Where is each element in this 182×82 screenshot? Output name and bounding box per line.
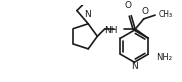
Text: N: N <box>131 62 138 71</box>
Text: NH: NH <box>104 26 118 35</box>
Text: O: O <box>125 1 132 10</box>
Text: O: O <box>141 7 148 16</box>
Text: NH₂: NH₂ <box>156 53 172 62</box>
Text: CH₃: CH₃ <box>159 10 173 19</box>
Text: N: N <box>84 10 91 19</box>
